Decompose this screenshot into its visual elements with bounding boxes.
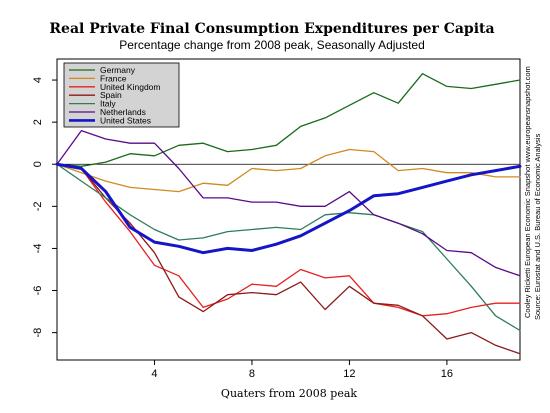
x-tick-label: 16 [441,368,453,380]
legend-label-italy: Italy [100,99,116,109]
y-tick-label: 0 [32,161,44,167]
legend-label-spain: Spain [100,90,122,100]
x-axis-title: Quaters from 2008 peak [221,387,357,400]
x-tick-label: 4 [151,368,157,380]
chart-title: Real Private Final Consumption Expenditu… [49,21,494,37]
chart-subtitle: Percentage change from 2008 peak, Season… [119,38,425,52]
series-line-spain [56,163,521,355]
y-tick-label: -6 [32,286,44,296]
plot-frame [56,58,521,361]
series-lines [55,73,522,355]
y-tick-label: -4 [32,244,44,254]
legend-label-united-states: United States [100,115,151,125]
series-line-netherlands [56,129,521,277]
legend-label-germany: Germany [100,65,136,75]
legend-label-netherlands: Netherlands [100,107,146,117]
y-tick-label: -8 [32,328,44,338]
series-line-italy [56,163,521,332]
y-tick-label: -2 [32,201,44,211]
legend-label-united-kingdom: United Kingdom [100,82,160,92]
series-line-germany [56,73,521,167]
y-axis-ticks: 4 2 0 -2 -4 -6 -8 [32,77,57,338]
y-tick-label: 2 [32,119,44,125]
x-axis-ticks: 4 8 12 16 [151,360,453,380]
series-line-france [56,148,521,193]
x-tick-label: 8 [249,368,255,380]
x-tick-label: 12 [343,368,355,380]
y-tick-label: 4 [32,77,44,83]
credit-note: Cooley Ricketti European Economic Snapsh… [523,66,532,318]
series-line-united-states [55,162,522,255]
source-note: Source: Eurostat and U.S. Bureau of Econ… [533,133,542,320]
legend-label-france: France [100,73,127,83]
series-line-united-kingdom [56,163,521,317]
